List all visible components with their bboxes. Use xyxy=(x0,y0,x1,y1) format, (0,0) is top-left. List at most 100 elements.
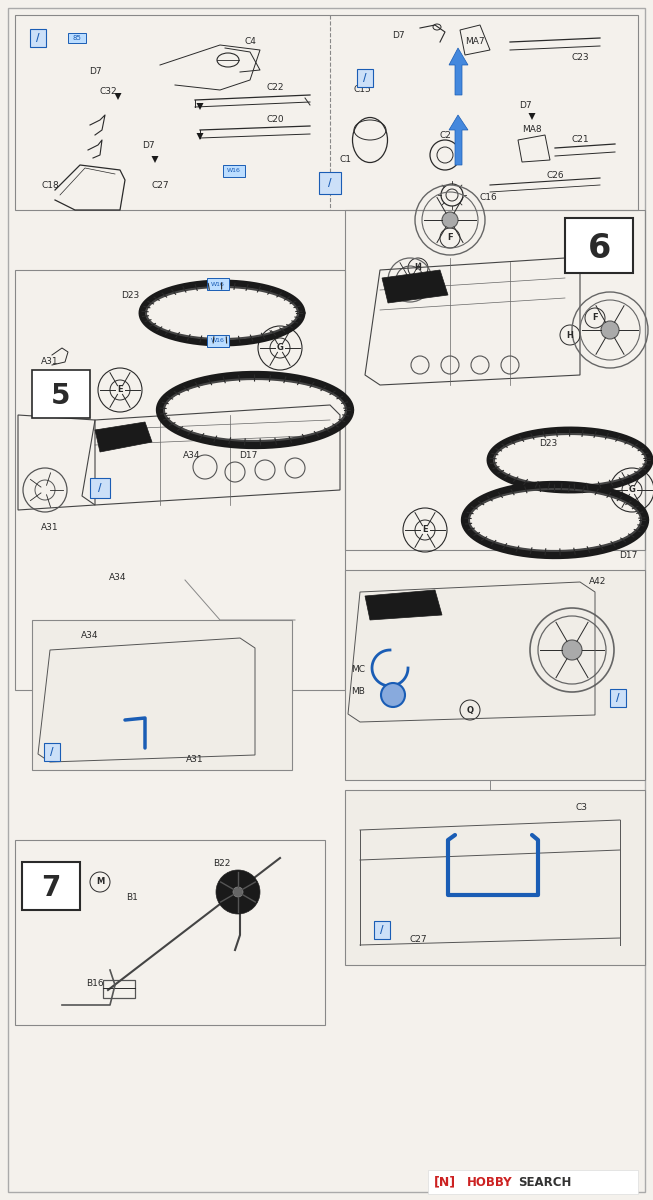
Text: C4: C4 xyxy=(244,37,256,47)
Text: M: M xyxy=(96,877,104,887)
Text: A34: A34 xyxy=(109,574,127,582)
Text: /: / xyxy=(363,73,367,83)
Text: /: / xyxy=(380,925,384,935)
Text: D7: D7 xyxy=(518,101,532,109)
Text: 85: 85 xyxy=(72,35,82,41)
Text: C26: C26 xyxy=(546,170,564,180)
Text: F: F xyxy=(447,234,453,242)
Polygon shape xyxy=(151,156,159,163)
Circle shape xyxy=(216,870,260,914)
Text: W16: W16 xyxy=(227,168,241,174)
Text: /: / xyxy=(50,746,54,757)
Text: C27: C27 xyxy=(409,936,427,944)
Text: C27: C27 xyxy=(151,180,169,190)
Text: A34: A34 xyxy=(183,450,200,460)
Text: /: / xyxy=(328,178,332,188)
Text: C18: C18 xyxy=(41,180,59,190)
Bar xyxy=(223,164,245,176)
Text: C23: C23 xyxy=(571,54,589,62)
Text: HOBBY: HOBBY xyxy=(467,1176,513,1188)
Text: A31: A31 xyxy=(41,358,59,366)
Text: C15: C15 xyxy=(353,85,371,95)
Bar xyxy=(30,29,46,47)
Text: B22: B22 xyxy=(214,859,231,869)
Text: /: / xyxy=(37,32,40,43)
Text: C22: C22 xyxy=(266,84,284,92)
Text: D23: D23 xyxy=(539,438,557,448)
Polygon shape xyxy=(528,113,535,120)
Text: D17: D17 xyxy=(619,551,637,559)
Bar xyxy=(345,790,645,965)
Text: D23: D23 xyxy=(121,290,139,300)
Text: [N]: [N] xyxy=(434,1176,456,1188)
Bar xyxy=(32,370,90,418)
Text: Q: Q xyxy=(466,706,473,714)
Bar xyxy=(565,218,633,272)
Text: A42: A42 xyxy=(589,577,607,587)
Text: C2: C2 xyxy=(439,131,451,139)
Text: /: / xyxy=(616,692,620,703)
Text: A34: A34 xyxy=(81,630,99,640)
Text: W16: W16 xyxy=(211,338,225,343)
Polygon shape xyxy=(197,103,204,110)
Text: D17: D17 xyxy=(239,450,257,460)
Text: C32: C32 xyxy=(99,88,117,96)
Text: G: G xyxy=(277,343,283,353)
Bar xyxy=(207,278,229,290)
Text: C1: C1 xyxy=(339,156,351,164)
Circle shape xyxy=(381,683,405,707)
Bar xyxy=(345,210,645,550)
Text: /: / xyxy=(98,482,102,493)
Bar xyxy=(374,922,390,938)
Text: H: H xyxy=(567,330,573,340)
Polygon shape xyxy=(114,92,121,100)
Text: 7: 7 xyxy=(41,874,61,902)
Polygon shape xyxy=(382,270,448,302)
Text: C16: C16 xyxy=(479,192,497,202)
Text: C3: C3 xyxy=(576,804,588,812)
Circle shape xyxy=(233,887,243,898)
Text: H: H xyxy=(415,264,421,272)
Text: B1: B1 xyxy=(126,894,138,902)
Circle shape xyxy=(442,212,458,228)
Text: MC: MC xyxy=(351,666,365,674)
Bar xyxy=(22,862,80,910)
Bar xyxy=(610,689,626,707)
Text: MA8: MA8 xyxy=(522,126,542,134)
Bar xyxy=(428,1170,638,1194)
Text: MA7: MA7 xyxy=(465,37,485,47)
Text: 5: 5 xyxy=(51,382,71,410)
Bar xyxy=(207,335,229,347)
Text: D7: D7 xyxy=(89,67,101,77)
Polygon shape xyxy=(95,422,152,452)
Text: W16: W16 xyxy=(211,282,225,287)
Text: F: F xyxy=(592,313,597,323)
Text: C21: C21 xyxy=(571,136,589,144)
Text: SEARCH: SEARCH xyxy=(518,1176,571,1188)
Circle shape xyxy=(562,640,582,660)
Polygon shape xyxy=(197,133,204,140)
Bar xyxy=(15,840,325,1025)
Polygon shape xyxy=(449,115,468,164)
Bar xyxy=(345,570,645,780)
Text: E: E xyxy=(422,526,428,534)
Bar xyxy=(103,980,135,998)
Bar xyxy=(357,68,373,86)
Bar xyxy=(90,478,110,498)
Bar xyxy=(15,270,345,690)
Text: E: E xyxy=(117,385,123,395)
Bar xyxy=(44,743,60,761)
Bar xyxy=(15,14,638,210)
Polygon shape xyxy=(365,590,442,620)
Bar xyxy=(68,32,86,43)
Bar xyxy=(32,620,292,770)
Text: 6: 6 xyxy=(588,232,611,264)
Text: MB: MB xyxy=(351,688,365,696)
Circle shape xyxy=(601,320,619,338)
Text: A31: A31 xyxy=(186,756,204,764)
Bar xyxy=(319,172,341,194)
Text: A31: A31 xyxy=(41,523,59,533)
Text: G: G xyxy=(629,486,635,494)
Polygon shape xyxy=(449,48,468,95)
Text: D7: D7 xyxy=(142,140,154,150)
